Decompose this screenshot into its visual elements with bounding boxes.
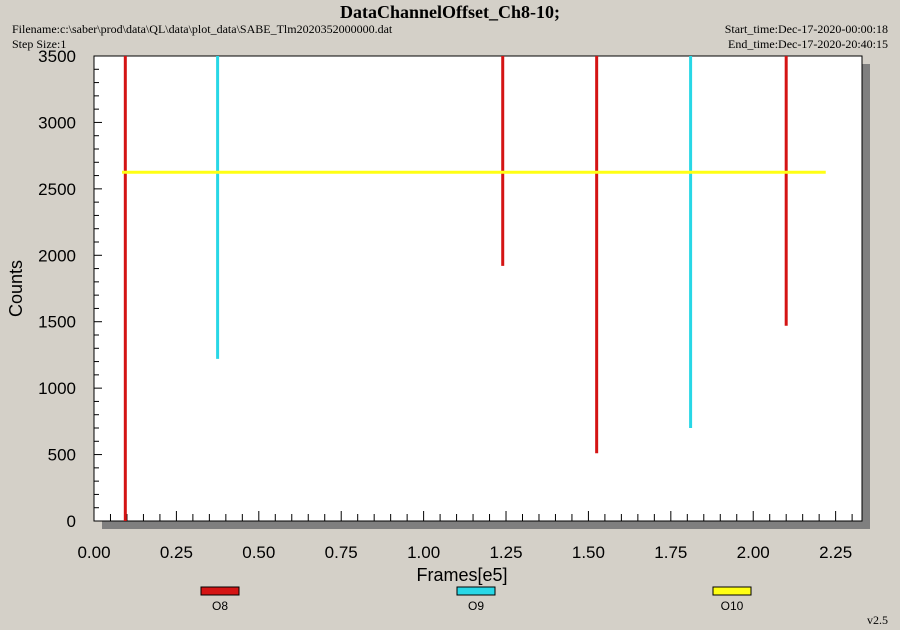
x-tick-label: 0.75 [325,543,358,562]
x-tick-label: 1.00 [407,543,440,562]
series-o9 [216,56,693,428]
legend-label-o8: O8 [212,599,228,613]
x-tick-label: 1.25 [489,543,522,562]
y-tick-label: 1000 [38,379,76,398]
x-tick-label: 1.50 [572,543,605,562]
y-tick-label: 3000 [38,113,76,132]
legend: O8 O9 O10 [200,586,752,613]
y-tick-label: 0 [67,512,76,531]
y-tick-label: 3500 [38,47,76,66]
tick-labels: 0.00 0.25 0.50 0.75 1.00 1.25 1.50 1.75 2.00 2.25… [38,47,852,562]
series-layer [122,56,826,521]
filename-label: Filename:c:\saber\prod\data\QL\data\plot… [12,22,393,36]
legend-swatch-o9 [456,586,496,596]
end-time-label: End_time:Dec-17-2020-20:40:15 [728,37,888,51]
x-tick-label: 1.75 [654,543,687,562]
plot-area [93,55,863,522]
step-size-label: Step Size:1 [12,37,67,51]
x-tick-label: 0.50 [242,543,275,562]
x-tick-label: 2.25 [819,543,852,562]
y-tick-label: 2500 [38,180,76,199]
legend-swatch-o10 [712,586,752,596]
series-o8 [123,56,788,521]
legend-swatch-o8 [200,586,240,596]
axis-ticks [93,55,853,522]
chart-title: DataChannelOffset_Ch8-10; [340,2,560,22]
y-axis-title: Counts [6,260,26,317]
legend-label-o10: O10 [721,599,744,613]
y-tick-label: 500 [48,446,76,465]
start-time-label: Start_time:Dec-17-2020-00:00:18 [724,22,888,36]
x-tick-label: 2.00 [737,543,770,562]
version-label: v2.5 [867,613,888,627]
y-tick-label: 2000 [38,246,76,265]
y-tick-label: 1500 [38,313,76,332]
legend-label-o9: O9 [468,599,484,613]
x-tick-label: 0.25 [160,543,193,562]
x-tick-label: 0.00 [77,543,110,562]
x-axis-title: Frames[e5] [416,565,507,585]
